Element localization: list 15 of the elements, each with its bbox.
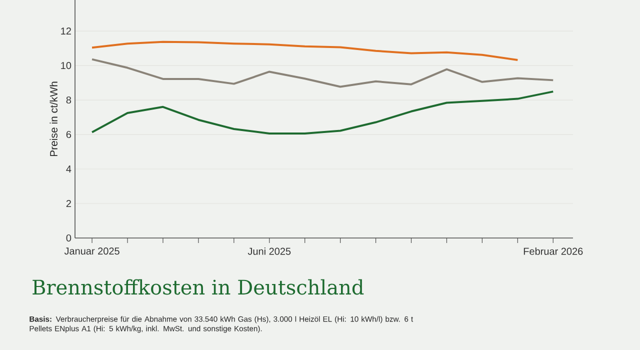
- y-tick-label: 4: [66, 166, 72, 172]
- y-tick-label: 12: [61, 28, 71, 35]
- y-tick-label: 2: [66, 200, 71, 207]
- line-series: [91, 40, 519, 62]
- x-tick-label: Juni 2025: [248, 248, 291, 255]
- y-tick-label: 8: [66, 96, 72, 104]
- y-axis-title: Preise in ct/kWh: [50, 82, 58, 156]
- line-series: [91, 90, 554, 134]
- x-tick-label: Februar 2026: [524, 248, 583, 255]
- x-tick-label: Januar 2025: [64, 248, 120, 255]
- y-tick-label: 10: [61, 62, 72, 70]
- y-tick-label: 0: [66, 234, 72, 242]
- y-tick-label: 6: [66, 130, 72, 138]
- line-series: [91, 58, 554, 88]
- text: Brennstoffkosten in Deutschland: [32, 279, 364, 295]
